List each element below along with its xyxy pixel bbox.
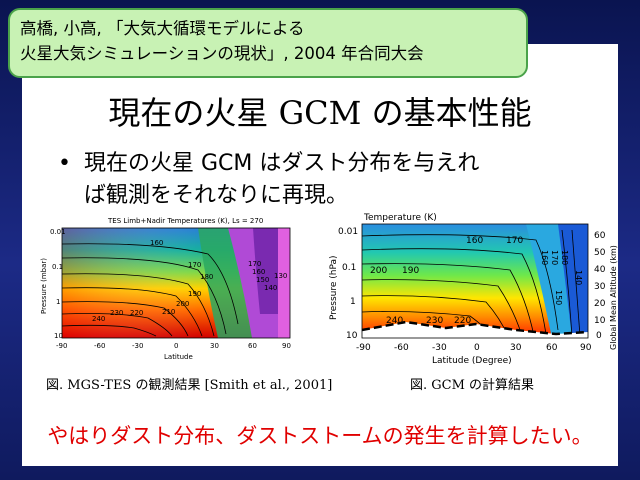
gcm-ytick: 0.1	[342, 263, 356, 273]
gcm-y2tick: 10	[594, 316, 606, 326]
citation-line-1: 高橋, 小高, 「大気大循環モデルによる	[20, 19, 305, 38]
tes-ytick: 10	[54, 332, 63, 340]
tes-contour-label: 220	[130, 309, 143, 317]
bullet-text: 現在の火星 GCM はダスト分布を与えれ ば観測をそれなりに再現。	[84, 148, 594, 212]
gcm-ytick: 0.01	[338, 227, 358, 237]
tes-xtick: 90	[282, 342, 291, 350]
gcm-contour-label: 190	[402, 266, 419, 276]
tes-xtick: 0	[174, 342, 178, 350]
gcm-xtick: 60	[546, 343, 558, 353]
gcm-ytick: 1	[350, 297, 356, 307]
tes-caption: 図. MGS-TES の観測結果 [Smith et al., 2001]	[46, 378, 333, 393]
citation-box: 高橋, 小高, 「大気大循環モデルによる 火星大気シミュレーションの現状」, 2…	[8, 8, 528, 78]
tes-ytick: 0.1	[52, 263, 63, 271]
tes-contour-label: 130	[274, 272, 287, 280]
gcm-y2tick: 60	[594, 231, 606, 241]
gcm-xtick: -60	[394, 343, 409, 353]
gcm-ytick: 10	[346, 331, 358, 341]
gcm-contour-label: 220	[454, 316, 471, 326]
tes-xtick: 60	[248, 342, 257, 350]
gcm-plot-title: Temperature (K)	[363, 213, 437, 223]
tes-ytick: 1	[56, 298, 60, 306]
gcm-contour-label: 170	[506, 236, 523, 246]
gcm-y2tick: 30	[594, 282, 606, 292]
tes-contour-label: 240	[92, 315, 105, 323]
tes-contour-label: 150	[256, 276, 269, 284]
bullet-line-2: ば観測をそれなりに再現。	[84, 183, 349, 208]
tes-contour-label: 180	[200, 273, 213, 281]
tes-contour-label: 190	[188, 290, 201, 298]
gcm-y2label: Global Mean Altitude (km)	[609, 245, 618, 350]
gcm-result-figure: Temperature (K) 160 170 190 200 240 23	[326, 210, 620, 370]
gcm-y2tick: 0	[596, 331, 602, 341]
tes-ytick: 0.01	[50, 228, 66, 236]
tes-contour-label: 160	[150, 239, 163, 247]
gcm-contour-label: 230	[426, 316, 443, 326]
gcm-y2tick: 20	[594, 299, 606, 309]
gcm-xtick: -90	[356, 343, 371, 353]
tes-plot-area: 160 170 180 190 200 210 220 230 240 170 …	[61, 227, 291, 339]
tes-xtick: 30	[210, 342, 219, 350]
tes-contour-label: 230	[110, 309, 123, 317]
gcm-contour-label: 160	[540, 250, 549, 265]
gcm-ylabel: Pressure (hPa)	[329, 255, 339, 320]
tes-xtick: -60	[94, 342, 105, 350]
gcm-contour-label: 160	[466, 236, 483, 246]
gcm-contour-label: 200	[370, 266, 387, 276]
tes-ylabel: Pressure (mbar)	[40, 258, 48, 314]
tes-contour-label: 170	[248, 260, 261, 268]
tes-xtick: -90	[56, 342, 67, 350]
gcm-caption: 図. GCM の計算結果	[410, 378, 535, 393]
gcm-xtick: 0	[474, 343, 480, 353]
gcm-contour-label: 170	[550, 250, 559, 265]
tes-contour-label: 200	[176, 300, 189, 308]
tes-observation-figure: TES Limb+Nadir Temperatures (K), Ls = 27…	[38, 214, 300, 364]
bullet-line-1: 現在の火星 GCM はダスト分布を与えれ	[84, 151, 480, 176]
gcm-contour-label: 240	[386, 316, 403, 326]
gcm-plot-area: 160 170 190 200 240 230 220 150 160 170 …	[361, 223, 589, 339]
gcm-contour-label: 180	[560, 250, 569, 265]
gcm-xlabel: Latitude (Degree)	[432, 356, 512, 366]
gcm-y2tick: 40	[594, 265, 606, 275]
tes-plot-title: TES Limb+Nadir Temperatures (K), Ls = 27…	[107, 217, 263, 225]
tes-xtick: -30	[132, 342, 143, 350]
gcm-contour-label: 150	[554, 290, 563, 305]
tes-xlabel: Latitude	[164, 353, 193, 361]
conclusion-text: やはりダスト分布、ダストストームの発生を計算したい。	[47, 424, 593, 448]
tes-contour-label: 210	[162, 308, 175, 316]
gcm-xtick: 30	[510, 343, 522, 353]
tes-contour-label: 170	[188, 261, 201, 269]
gcm-y2tick: 50	[594, 248, 606, 258]
bullet-marker: •	[58, 151, 71, 176]
slide-title: 現在の火星 GCM の基本性能	[108, 94, 532, 132]
citation-line-2: 火星大気シミュレーションの現状」, 2004 年合同大会	[20, 44, 424, 63]
gcm-xtick: 90	[580, 343, 592, 353]
gcm-xtick: -30	[432, 343, 447, 353]
tes-contour-label: 160	[252, 268, 265, 276]
tes-contour-label: 140	[264, 284, 277, 292]
gcm-contour-label: 140	[574, 270, 583, 285]
